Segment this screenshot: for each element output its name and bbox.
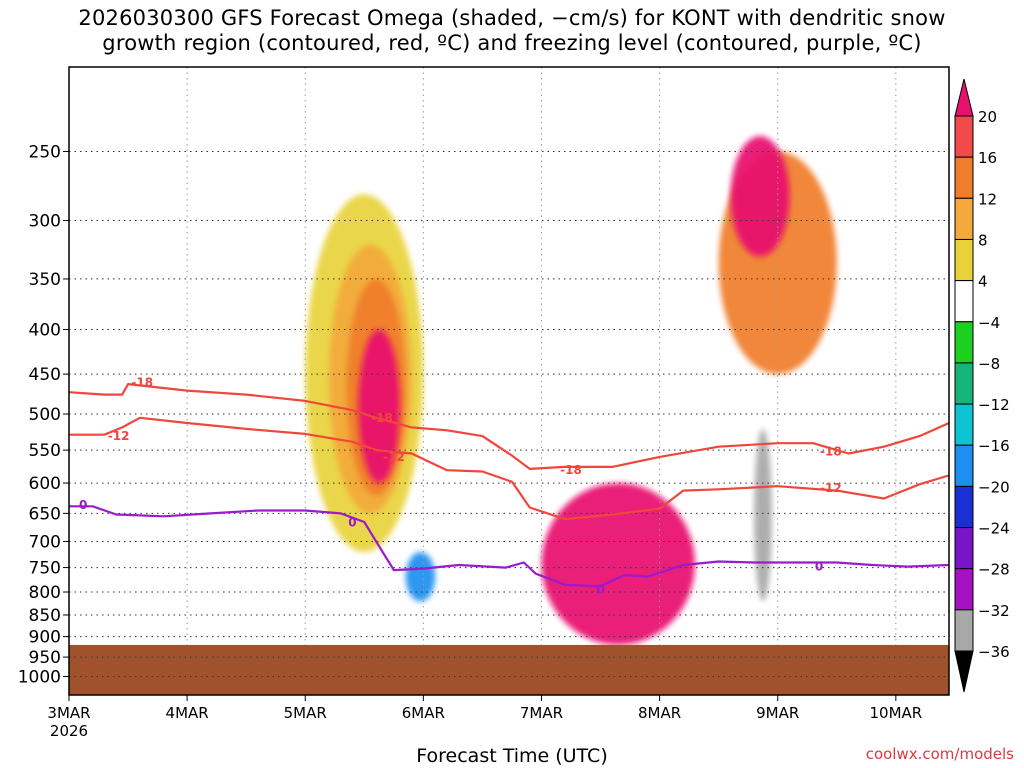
colorbar-bottom-arrow xyxy=(954,650,974,693)
omega-region-4 xyxy=(541,483,696,645)
y-tick-label-300: 300 xyxy=(29,212,61,232)
contour-lines: -18 -12 0 -18 -12 0 -18 0 -18 -12 0 xyxy=(69,375,949,597)
colorbar-label-10: −24 xyxy=(978,520,1010,538)
grid-lines xyxy=(69,67,949,695)
colorbar-label-13: −36 xyxy=(978,643,1010,661)
x-tick-label-10MAR: 10MAR xyxy=(869,704,922,722)
chart-title: 2026030300 GFS Forecast Omega (shaded, −… xyxy=(0,6,1024,56)
colorbar-segment-9 xyxy=(954,485,974,529)
contour-label-5: 0 xyxy=(348,516,356,530)
colorbar-segment-11 xyxy=(954,568,974,611)
colorbar-label-0: 20 xyxy=(978,108,997,126)
y-tick-label-650: 650 xyxy=(29,504,61,524)
omega-region-6 xyxy=(730,136,790,257)
y-tick-label-750: 750 xyxy=(29,559,61,579)
y-tick-label-250: 250 xyxy=(29,143,61,163)
colorbar-label-9: −20 xyxy=(978,478,1010,496)
colorbar-top-arrow xyxy=(954,78,974,117)
colorbar: 20 16 12 8 4 −4 −8 −12 −16 −20 −24 −28 −32 −36 xyxy=(954,78,1010,693)
y-tick-label-500: 500 xyxy=(29,405,61,425)
colorbar-segment-4 xyxy=(954,280,974,323)
contour-0 xyxy=(69,505,949,588)
contour-label-3: -18 xyxy=(371,411,393,425)
y-tick-label-400: 400 xyxy=(29,321,61,341)
colorbar-label-11: −28 xyxy=(978,561,1010,579)
title-line-1: 2026030300 GFS Forecast Omega (shaded, −… xyxy=(78,6,946,30)
x-tick-label-4MAR: 4MAR xyxy=(166,704,209,722)
colorbar-segment-6 xyxy=(954,362,974,405)
y-tick-label-900: 900 xyxy=(29,628,61,648)
credit-text: coolwx.com/models xyxy=(865,745,1014,763)
colorbar-segment-10 xyxy=(954,527,974,570)
contour--12 xyxy=(69,416,949,521)
y-tick-label-1000: 1000 xyxy=(18,668,61,688)
x-tick-label-6MAR: 6MAR xyxy=(402,704,445,722)
y-tick-label-550: 550 xyxy=(29,441,61,461)
x-tick-label-8MAR: 8MAR xyxy=(638,704,681,722)
x-axis-label: Forecast Time (UTC) xyxy=(416,745,608,767)
colorbar-label-4: 4 xyxy=(978,273,988,291)
colorbar-segment-1 xyxy=(954,156,974,199)
y-tick-label-600: 600 xyxy=(29,474,61,494)
x-axis: 3MAR 4MAR 5MAR 6MAR 7MAR 8MAR 9MAR 10MAR 2026 xyxy=(47,695,922,740)
ground-below-surface xyxy=(69,644,949,695)
y-tick-label-950: 950 xyxy=(29,648,61,668)
x-tick-label-5MAR: 5MAR xyxy=(284,704,327,722)
y-axis: 2503003504004505005506006507007508008509… xyxy=(18,143,69,688)
title-line-2: growth region (contoured, red, ºC) and f… xyxy=(102,31,922,55)
x-tick-label-7MAR: 7MAR xyxy=(520,704,563,722)
colorbar-label-6: −8 xyxy=(978,355,1000,373)
x-year-label: 2026 xyxy=(50,722,88,740)
contour-label-8: -18 xyxy=(820,444,842,458)
plot-frame xyxy=(68,66,950,696)
colorbar-label-3: 8 xyxy=(978,231,988,249)
omega-region-8 xyxy=(405,552,436,602)
ground-layer xyxy=(69,644,949,695)
colorbar-label-1: 16 xyxy=(978,149,997,167)
colorbar-segment-5 xyxy=(954,321,974,364)
colorbar-label-5: −4 xyxy=(978,314,1000,332)
contour-label-4: -12 xyxy=(383,450,405,464)
colorbar-segment-12 xyxy=(954,609,974,652)
y-tick-label-350: 350 xyxy=(29,270,61,290)
y-tick-label-450: 450 xyxy=(29,365,61,385)
x-tick-label-9MAR: 9MAR xyxy=(756,704,799,722)
colorbar-segment-8 xyxy=(954,444,974,487)
contour-label-9: -12 xyxy=(820,481,842,495)
contour-label-6: -18 xyxy=(560,463,582,477)
colorbar-segment-2 xyxy=(954,197,974,240)
y-tick-label-700: 700 xyxy=(29,532,61,552)
colorbar-segment-0 xyxy=(954,115,974,158)
contour--18 xyxy=(69,383,949,470)
colorbar-segment-3 xyxy=(954,238,974,282)
y-tick-label-800: 800 xyxy=(29,583,61,603)
omega-region-7 xyxy=(754,428,772,602)
colorbar-label-8: −16 xyxy=(978,437,1010,455)
contour-label-7: 0 xyxy=(596,583,604,597)
omega-shading xyxy=(305,136,837,645)
colorbar-label-2: 12 xyxy=(978,190,997,208)
x-tick-label-3MAR: 3MAR xyxy=(47,704,90,722)
colorbar-label-7: −12 xyxy=(978,396,1010,414)
contour-label-10: 0 xyxy=(815,560,823,574)
colorbar-segment-7 xyxy=(954,403,974,446)
contour-label-2: 0 xyxy=(79,498,87,512)
omega-region-3 xyxy=(358,329,400,484)
contour-label-1: -12 xyxy=(108,429,130,443)
contour-label-0: -18 xyxy=(131,375,153,389)
y-tick-label-850: 850 xyxy=(29,606,61,626)
colorbar-label-12: −32 xyxy=(978,602,1010,620)
